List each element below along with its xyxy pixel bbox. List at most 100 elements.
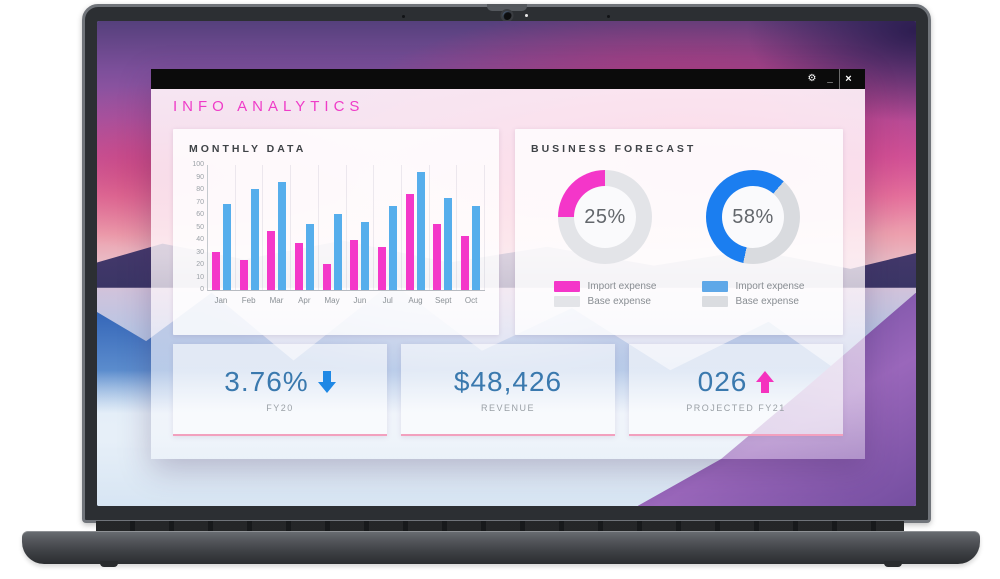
bar-blue [472,206,481,290]
kpi-label: PROJECTED FY21 [686,402,786,413]
donut-charts: 25% Import expense [531,170,827,307]
y-tick-label: 40 [196,236,204,243]
legend-item: Base expense [701,296,805,307]
x-tick-label: Apr [298,296,311,305]
laptop-base [22,531,980,564]
y-axis: 100 90 80 70 60 50 40 30 20 10 0 [189,161,207,294]
bar-blue [361,222,370,290]
donut-block-import-blue: 58% Import expense [701,170,805,307]
page-title: INFO ANALYTICS [173,98,365,115]
legend-label: Base expense [587,296,651,307]
bar-group [319,165,347,290]
bar-group [430,165,458,290]
bar-blue [416,172,425,290]
bar-blue [250,189,259,290]
bar-blue [222,204,231,290]
kpi-value-line: $48,426 [454,366,562,398]
kpi-card-revenue: $48,426 REVENUE [401,344,615,436]
x-tick-label: Jul [382,296,393,305]
bar-blue [305,224,314,290]
bar-group [291,165,319,290]
bar-group [457,165,486,290]
kpi-cards-row: 3.76% FY20 $48,426 REVENUE [173,344,843,436]
bar-pink [350,240,359,290]
legend-item: Base expense [553,296,657,307]
y-tick-label: 60 [196,211,204,218]
kpi-value: $48,426 [453,365,563,397]
y-tick-label: 70 [196,198,204,206]
legend-item: Import expense [701,281,804,292]
bar-blue [389,206,398,290]
bar-blue [278,182,287,290]
legend: Import expense Base expense [553,277,657,307]
microphone-dot-right [606,15,610,18]
kpi-value-line: 026 [698,366,775,398]
bar-blue [333,214,342,290]
x-tick-label: Mar [269,296,284,305]
donut-chart-blue: 58% [706,170,800,264]
y-tick-label: 10 [196,273,204,281]
business-forecast-title: BUSINESS FORECAST [531,143,697,155]
laptop-display: ⚙ _ × INFO ANALYTICS MONTHLY DATA 100 90 8… [97,21,916,506]
y-tick-label: 50 [196,223,204,231]
bar-pink [294,243,303,290]
y-tick-label: 0 [200,286,204,293]
window-body: INFO ANALYTICS MONTHLY DATA 100 90 80 70 60 5… [151,89,865,459]
minimize-icon[interactable]: _ [827,73,833,84]
arrow-down-icon [317,370,336,393]
legend-swatch-pink [553,281,580,292]
legend-label: Import expense [587,281,657,292]
plot-area: Jan Feb Mar Apr May Jun Jul Aug Sept Oct [207,165,486,307]
business-forecast-card: BUSINESS FORECAST 25% [515,129,843,335]
kpi-card-projected-fy21: 026 PROJECTED FY21 [629,344,843,436]
kpi-value: 026 [697,365,748,397]
donut-chart-pink: 25% [558,170,652,264]
donut-hole: 25% [574,186,636,248]
arrow-up-icon [756,370,775,393]
kpi-label: FY20 [266,402,294,413]
monthly-bar-chart: 100 90 80 70 60 50 40 30 20 10 0 Jan Feb Mar Apr May Ju… [189,161,486,307]
donut-value-label: 25% [584,205,626,228]
microphone-dot-left [401,15,405,18]
x-axis-labels: Jan Feb Mar Apr May Jun Jul Aug Sept Oct [207,291,485,307]
donut-value-label: 58% [732,205,774,228]
bar-group [402,165,430,290]
webcam-icon [502,11,511,20]
bar-group [347,165,375,290]
bar-plot [207,165,486,291]
webcam-led [524,14,528,17]
bar-group [374,165,402,290]
x-tick-label: Aug [408,296,423,305]
y-tick-label: 30 [196,248,204,256]
bar-group [208,165,236,290]
legend-swatch-blue [701,281,728,292]
bar-group [236,165,264,290]
x-tick-label: Jan [214,296,228,305]
kpi-value: 3.76% [224,365,309,397]
bar-pink [267,231,276,290]
bar-pink [433,224,442,290]
y-tick-label: 100 [192,161,204,168]
kpi-value-line: 3.76% [224,365,336,398]
monthly-data-card: MONTHLY DATA 100 90 80 70 60 50 40 30 20 10 0 Jan F… [173,129,499,335]
y-tick-label: 20 [196,261,204,268]
legend-item: Import expense [553,281,657,292]
y-tick-label: 80 [196,186,204,193]
settings-icon[interactable]: ⚙ [807,73,817,84]
x-tick-label: Sept [435,296,452,305]
analytics-window: ⚙ _ × INFO ANALYTICS MONTHLY DATA 100 90 8… [151,69,865,459]
rubber-foot-right [884,561,902,567]
bar-pink [211,252,220,290]
kpi-card-fy20: 3.76% FY20 [173,344,387,436]
x-tick-label: May [324,296,340,305]
donut-hole: 58% [722,186,784,248]
bar-pink [461,236,470,290]
bar-pink [322,264,331,290]
close-icon[interactable]: × [839,69,857,89]
donut-block-import-pink: 25% Import expense [553,170,657,307]
bar-group [263,165,292,290]
camera-notch [486,4,527,11]
bar-pink [378,247,387,290]
x-tick-label: Oct [464,296,478,305]
